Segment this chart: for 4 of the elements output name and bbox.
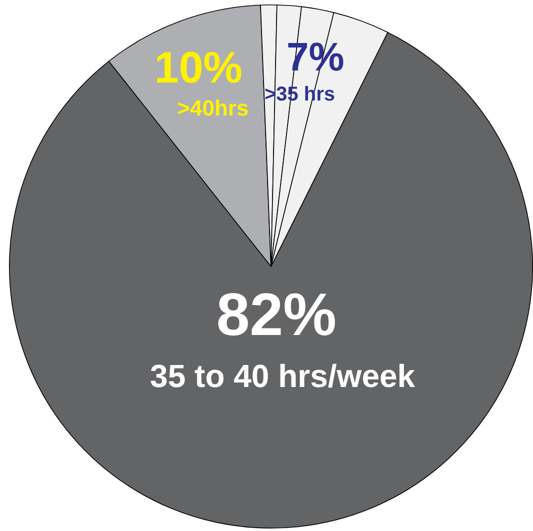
data-label: 10% bbox=[154, 43, 242, 92]
slice-label: 35 to 40 hrs/week bbox=[150, 358, 416, 394]
slice-label: >40hrs bbox=[177, 96, 249, 121]
data-label: 82% bbox=[216, 281, 336, 348]
